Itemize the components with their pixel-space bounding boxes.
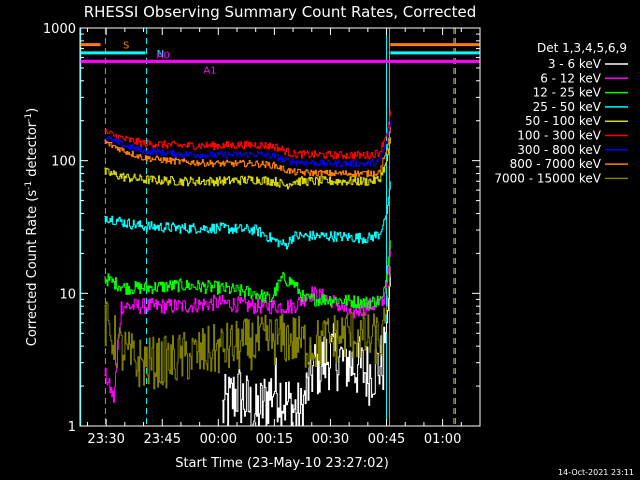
y-tick-label: 1 bbox=[68, 420, 76, 435]
y-tick-label: 10 bbox=[59, 287, 76, 302]
footer-timestamp: 14-Oct-2021 23:11 bbox=[558, 468, 634, 477]
x-tick-label: 23:30 bbox=[87, 432, 124, 447]
x-axis-label: Start Time (23-May-10 23:27:02) bbox=[175, 456, 389, 471]
legend-label: 50 - 100 keV bbox=[525, 114, 602, 128]
legend-label: 12 - 25 keV bbox=[533, 86, 602, 100]
series-line bbox=[104, 137, 391, 190]
flag-label: S bbox=[123, 41, 129, 52]
x-tick-label: 00:15 bbox=[256, 432, 293, 447]
y-axis-label-end: ) bbox=[25, 108, 40, 113]
series-line bbox=[222, 273, 391, 427]
axis-ticks: 23:30 23:45 00:00 00:15 00:30 00:45 01:00 1 10 10… bbox=[43, 22, 481, 447]
y-axis-label-main: Corrected Count Rate (s bbox=[25, 190, 40, 347]
x-tick-label: 00:00 bbox=[200, 432, 237, 447]
plot-area: S NA0 A1 bbox=[80, 28, 480, 427]
series-line bbox=[104, 181, 391, 250]
legend-label: 800 - 7000 keV bbox=[510, 157, 602, 171]
x-tick-label: 01:00 bbox=[424, 432, 461, 447]
legend-label: 100 - 300 keV bbox=[517, 129, 601, 143]
y-tick-label: 1000 bbox=[43, 22, 76, 37]
flag-label: A1 bbox=[203, 65, 216, 76]
series-line bbox=[104, 240, 391, 310]
series-line bbox=[104, 120, 391, 168]
legend-label: 6 - 12 keV bbox=[540, 71, 602, 85]
flag-label: N bbox=[157, 49, 164, 60]
series-line bbox=[104, 126, 391, 178]
series-line bbox=[104, 247, 391, 403]
y-axis-label-sup2: -1 bbox=[24, 113, 34, 122]
x-tick-label: 00:30 bbox=[312, 432, 349, 447]
y-axis-label-mid: detector bbox=[25, 121, 40, 181]
series-line bbox=[104, 266, 391, 390]
chart-title: RHESSI Observing Summary Count Rates, Co… bbox=[84, 3, 477, 21]
y-tick-label: 100 bbox=[51, 155, 76, 170]
x-tick-label: 23:45 bbox=[144, 432, 181, 447]
legend-label: 3 - 6 keV bbox=[548, 57, 602, 71]
y-axis-label-sup1: -1 bbox=[24, 181, 34, 190]
series-line bbox=[104, 110, 391, 160]
legend-label: 25 - 50 keV bbox=[533, 100, 602, 114]
y-axis-label: Corrected Count Rate (s-1 detector-1) bbox=[24, 108, 40, 346]
x-tick-label: 00:45 bbox=[368, 432, 405, 447]
legend-label: 7000 - 15000 keV bbox=[494, 171, 601, 185]
legend-title: Det 1,3,4,5,6,9 bbox=[537, 41, 627, 55]
legend-label: 300 - 800 keV bbox=[517, 143, 601, 157]
plot-frame bbox=[79, 27, 481, 427]
flag-label: A0 bbox=[157, 50, 170, 61]
